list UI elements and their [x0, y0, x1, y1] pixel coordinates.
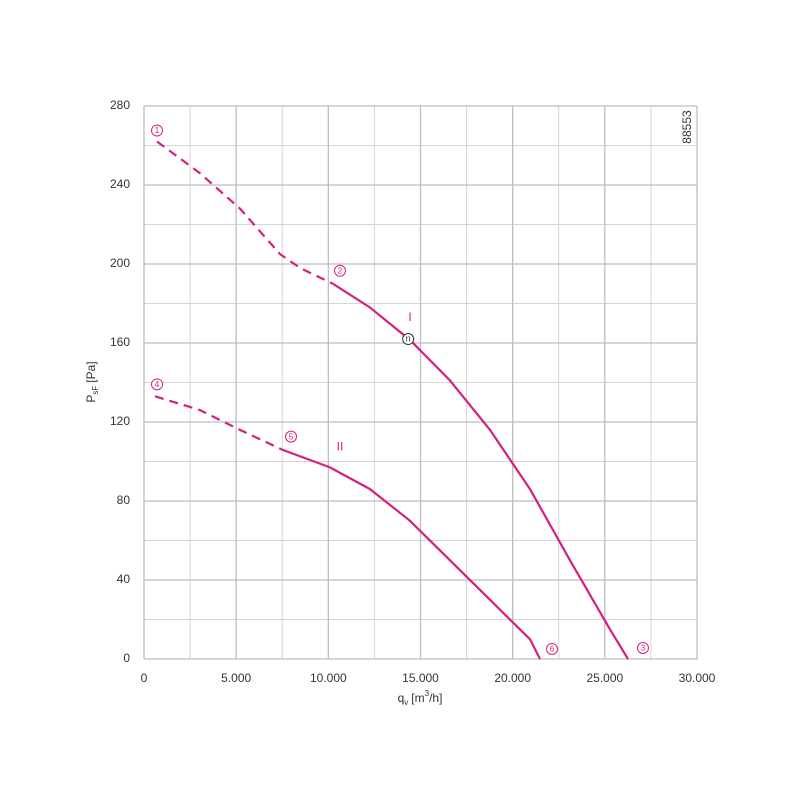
y-tick-label: 80	[117, 493, 131, 507]
x-label-sub: v	[404, 698, 408, 707]
y-tick-label: 240	[110, 177, 130, 191]
point-marker	[150, 124, 163, 137]
x-tick-label: 20.000	[494, 671, 531, 685]
x-axis-label: qv [m3/h]	[398, 689, 443, 707]
point-marker	[636, 642, 649, 654]
x-tick-label: 0	[141, 671, 148, 685]
x-tick-label: 10.000	[310, 671, 347, 685]
curve-dashed	[156, 140, 334, 285]
y-tick-label: 0	[123, 651, 130, 665]
y-tick-label: 200	[110, 256, 130, 270]
point-label: 6	[550, 645, 555, 654]
x-label-sup: 3	[425, 689, 430, 698]
y-tick-label: 40	[117, 572, 131, 586]
point-label: 3	[641, 644, 646, 653]
point-label: 2	[338, 266, 343, 275]
grid	[143, 105, 698, 660]
point-marker	[285, 430, 298, 443]
y-tick-label: 160	[110, 335, 130, 349]
point-marker	[151, 378, 164, 391]
y-tick-label: 280	[110, 98, 130, 112]
x-label-main: q	[398, 691, 405, 705]
curve-name: I	[408, 310, 411, 324]
annotation-marker	[402, 333, 415, 346]
x-label-unit-post: /h]	[429, 691, 442, 705]
annotation-label: n	[406, 333, 411, 343]
point-marker	[546, 643, 559, 655]
curve-solid	[281, 448, 541, 660]
x-tick-label: 5.000	[221, 671, 251, 685]
x-tick-label: 15.000	[402, 671, 439, 685]
curve-solid	[332, 282, 629, 660]
y-axis-label: PsF [Pa]	[84, 361, 100, 402]
curve-name: II	[337, 440, 344, 454]
point-label: 1	[155, 126, 160, 135]
y-tick-label: 120	[110, 414, 130, 428]
code-label: 88553	[680, 110, 694, 144]
point-label: 4	[155, 380, 160, 389]
x-tick-label: 25.000	[586, 671, 623, 685]
point-marker	[333, 264, 346, 277]
x-label-unit-pre: [m	[411, 691, 424, 705]
point-label: 5	[289, 432, 294, 441]
curve-dashed	[154, 395, 283, 451]
y-label-main: P	[84, 395, 98, 403]
y-label-sub: sF	[91, 386, 100, 395]
x-tick-label: 30.000	[679, 671, 716, 685]
y-label-unit: [Pa]	[84, 361, 98, 382]
